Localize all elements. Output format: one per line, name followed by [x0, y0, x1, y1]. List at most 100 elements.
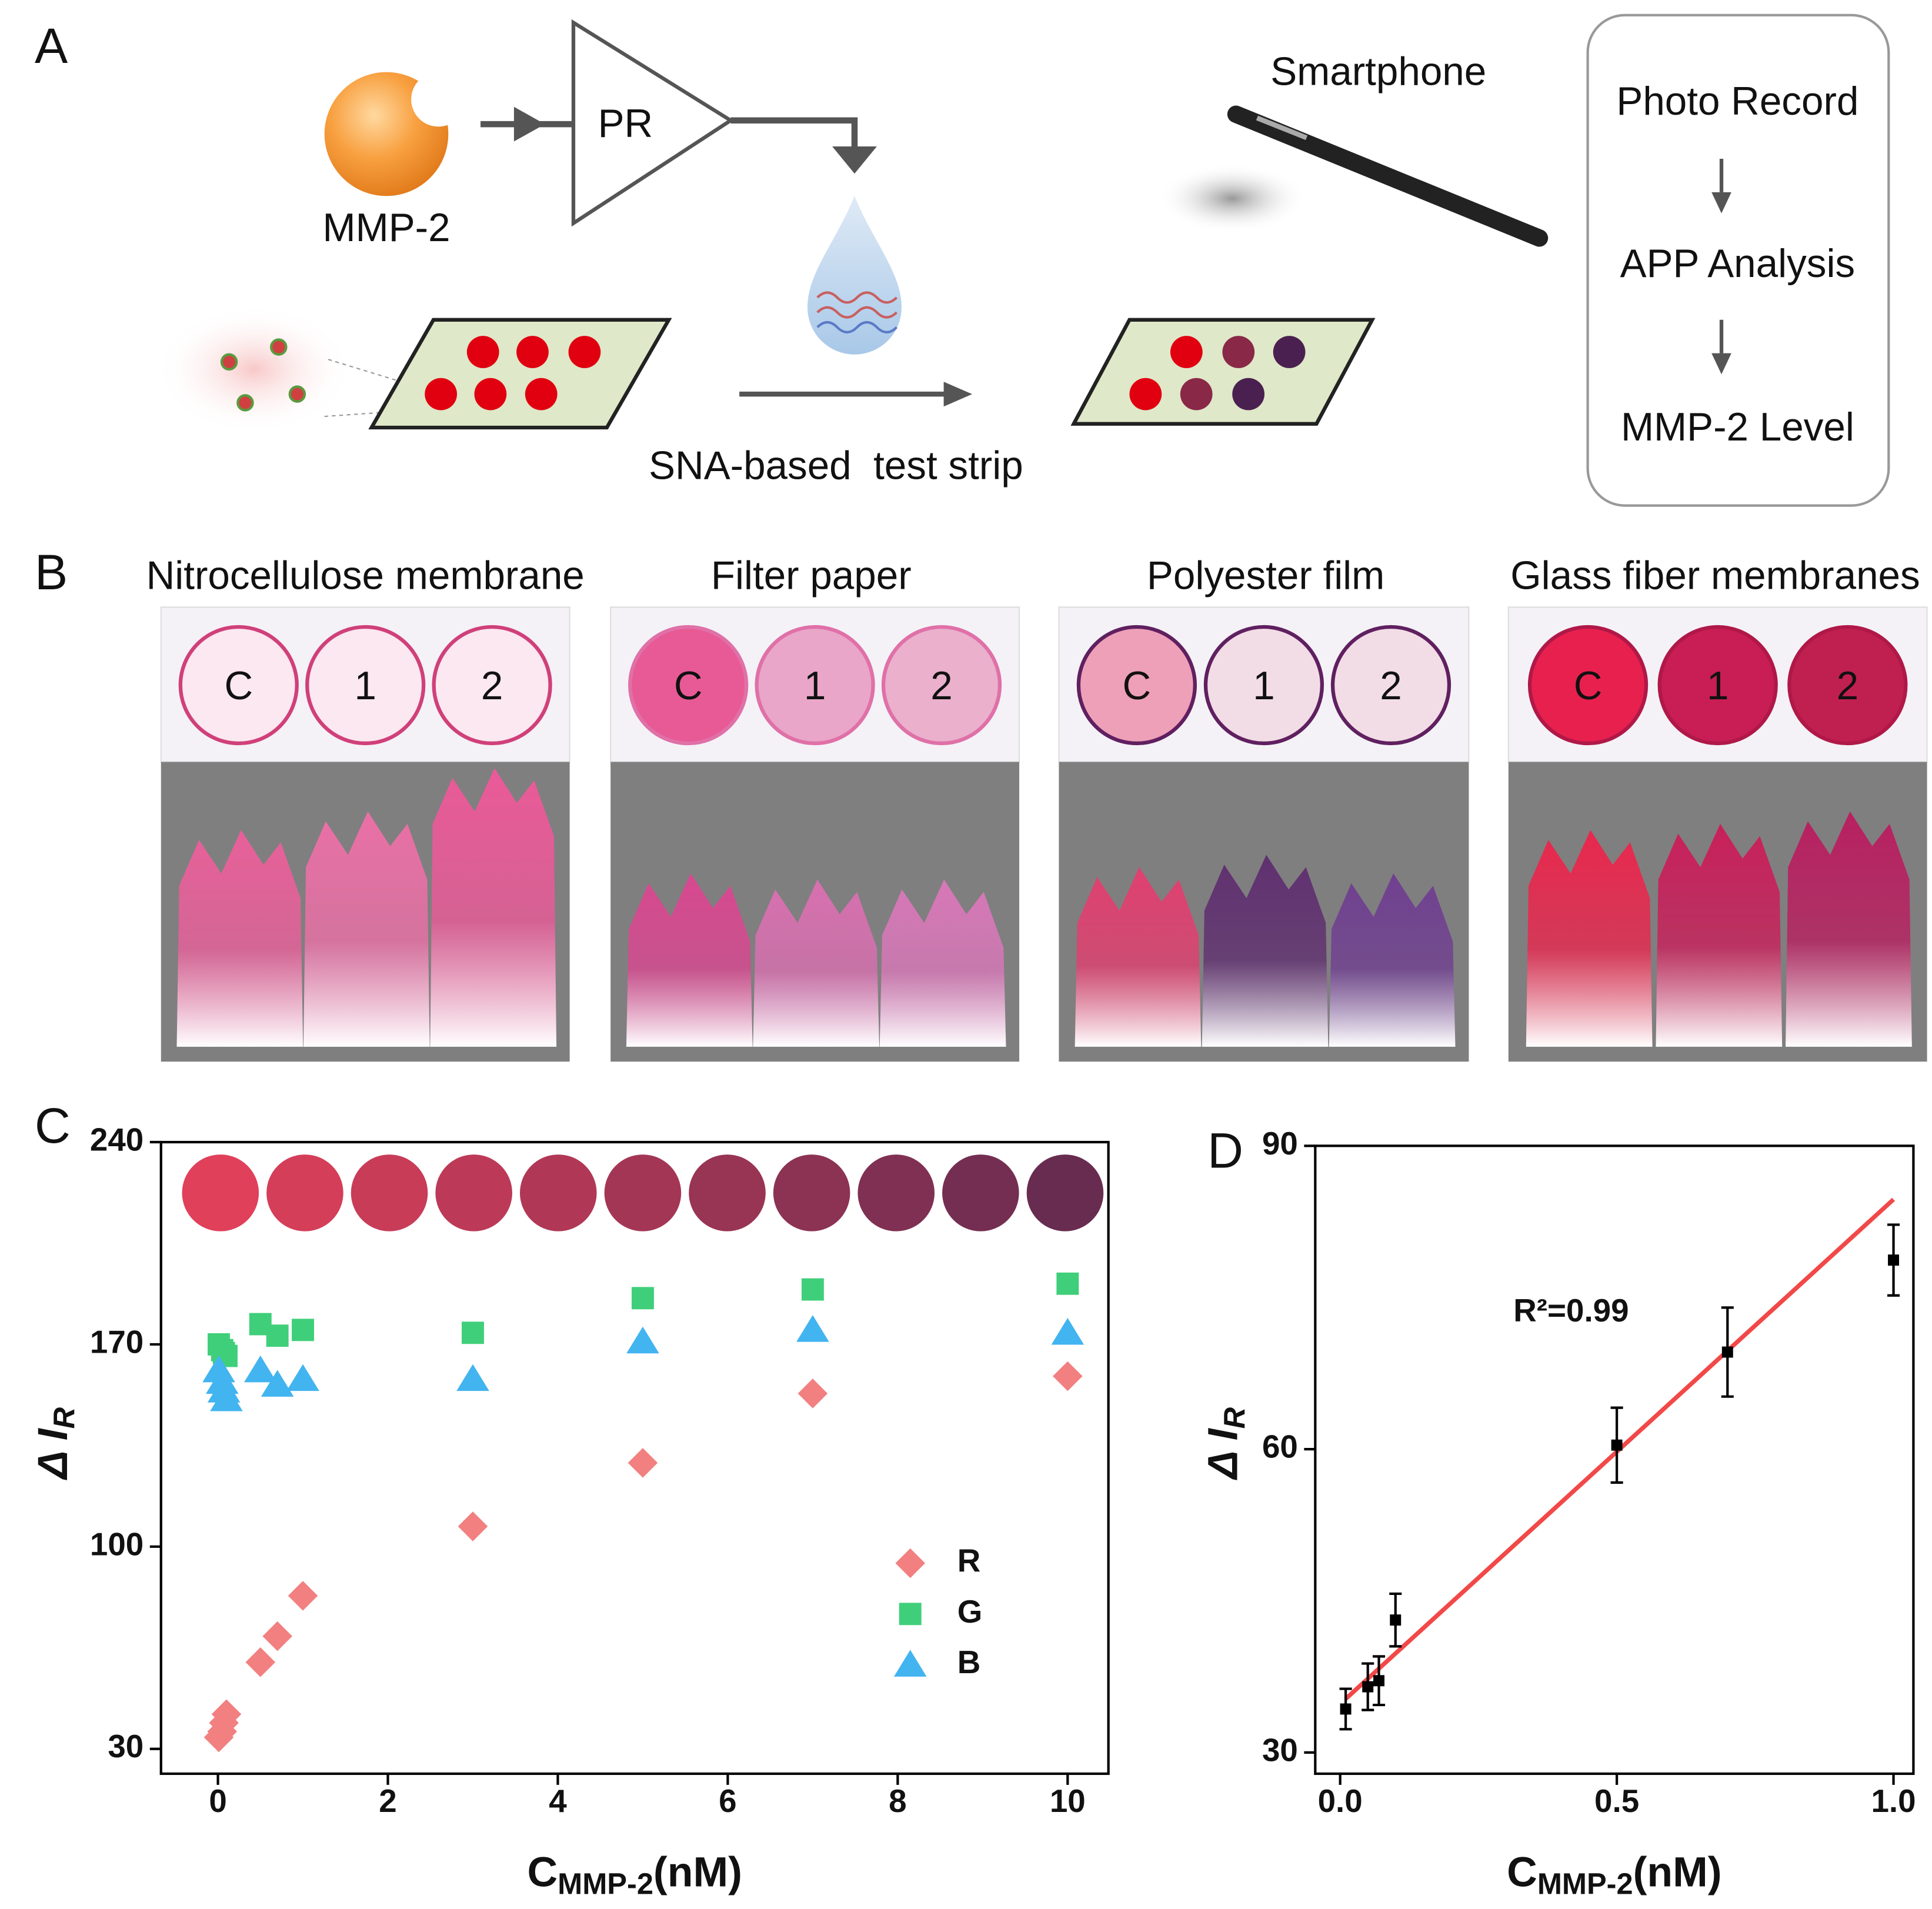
well [1657, 625, 1778, 746]
point [628, 1448, 658, 1478]
point [288, 1581, 318, 1611]
well-label: 2 [930, 664, 952, 708]
dna-strands [816, 321, 898, 333]
x-axis-label: CMMP-2(nM) [1507, 1849, 1722, 1901]
well [755, 625, 875, 746]
legend-label: G [957, 1593, 983, 1630]
panel-title: Filter paper [711, 554, 912, 598]
well [1076, 625, 1197, 746]
well-label: 1 [804, 664, 826, 708]
well-label: C [1574, 664, 1603, 708]
panel-title: Polyester film [1147, 554, 1384, 598]
point [261, 1370, 294, 1397]
panel-label: D [1207, 1123, 1243, 1178]
y-tick-label: 30 [108, 1728, 144, 1764]
spot-photo [773, 1154, 850, 1231]
arrow-head [513, 106, 545, 142]
point [631, 1287, 654, 1310]
point [626, 1326, 659, 1354]
well [628, 625, 749, 746]
sna-glow [155, 305, 353, 434]
point [1611, 1439, 1623, 1451]
y-tick-label: 60 [1262, 1429, 1298, 1465]
arrow-head [1711, 192, 1731, 213]
x-label-main: C [527, 1849, 558, 1896]
phone-button [1256, 115, 1308, 141]
point [462, 1321, 484, 1344]
surface-peak [1656, 823, 1783, 1047]
sna-particles [220, 338, 306, 412]
workflow-step: MMP-2 Level [1621, 405, 1854, 449]
spot-photo [1026, 1154, 1104, 1231]
spot-photo [435, 1154, 512, 1231]
x-tick-label: 0.0 [1318, 1783, 1363, 1819]
point [243, 1355, 277, 1383]
x-tick-label: 0 [209, 1783, 226, 1819]
surface-peak [176, 830, 303, 1047]
test-strip [368, 318, 672, 430]
workflow-step: APP Analysis [1620, 242, 1855, 286]
dna-strands [816, 291, 898, 319]
surface-peak [430, 768, 557, 1047]
x-tick-label: 4 [549, 1783, 567, 1819]
plot-frame [1314, 1144, 1915, 1775]
point [210, 1384, 243, 1411]
point [266, 1324, 289, 1347]
panel-label: A [35, 18, 68, 74]
spot-photo [520, 1154, 597, 1231]
x-tick-label: 2 [379, 1783, 396, 1819]
well [881, 625, 1002, 746]
y-tick-label: 100 [90, 1526, 144, 1562]
well-label: C [224, 664, 253, 708]
point [1390, 1614, 1402, 1626]
spot-photo [689, 1154, 766, 1231]
enzyme-label: MMP-2 [322, 206, 450, 250]
point [292, 1319, 314, 1341]
well-label: 1 [354, 664, 376, 708]
workflow-box [1586, 14, 1890, 507]
spot-photo [857, 1154, 935, 1231]
point [456, 1364, 489, 1391]
y-axis-label: Δ IR [29, 1407, 81, 1480]
x-tick-label: 1.0 [1871, 1783, 1916, 1819]
y-axis-label: Δ IR [1200, 1407, 1252, 1480]
well-label: 1 [1253, 664, 1274, 708]
surface-peak [1075, 867, 1202, 1047]
surface-peak [753, 879, 880, 1047]
x-label-sub: MMP-2 [1537, 1867, 1633, 1901]
surface-peak [1202, 855, 1329, 1047]
legend-marker [895, 1548, 926, 1578]
panel-title: Nitrocellulose membrane [146, 554, 585, 598]
x-label-unit: (nM) [1633, 1849, 1722, 1896]
panel-label: C [35, 1098, 71, 1153]
well [1527, 625, 1649, 746]
y-label-sub: R [48, 1407, 81, 1429]
point [1340, 1703, 1352, 1715]
well-label: C [674, 664, 703, 708]
surface-peak [626, 873, 753, 1047]
panel-title: Glass fiber membranes [1510, 554, 1920, 598]
point [796, 1315, 829, 1342]
x-label-main: C [1507, 1849, 1537, 1896]
device-label: Smartphone [1270, 50, 1486, 94]
point [1373, 1675, 1385, 1687]
legend-label: B [957, 1644, 981, 1680]
well-label: 2 [481, 664, 503, 708]
chart-1: D 0.0 0.5 1.0 30 60 90 CMMP-2(nM) Δ IR R²=0.99 [1200, 1123, 1916, 1901]
enzyme-bite [411, 72, 466, 127]
surface-peak [1786, 811, 1912, 1047]
point [1362, 1681, 1374, 1693]
point [245, 1647, 276, 1677]
legend-label: R [957, 1542, 981, 1578]
panel-b: B Nitrocellulose membrane C 1 2 Filter paper… [35, 545, 1928, 1062]
legend-marker [893, 1650, 927, 1677]
point [801, 1278, 824, 1301]
y-tick-label: 90 [1262, 1125, 1298, 1162]
well [1787, 625, 1908, 746]
amplifier [571, 19, 735, 227]
well [432, 625, 552, 746]
amplifier-label: PR [598, 102, 653, 146]
x-axis-label: CMMP-2(nM) [527, 1849, 742, 1901]
